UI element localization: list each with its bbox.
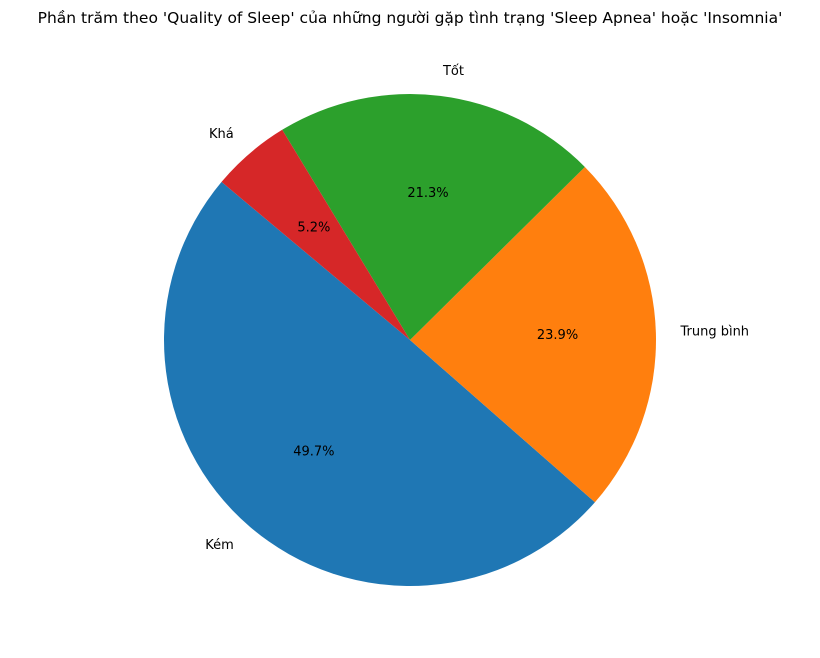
pie-slices xyxy=(164,94,656,586)
pie-slice-trung-binh xyxy=(410,166,656,503)
pie-labels: Kém 49.7% Trung bình 23.9% Tốt 21.3% Khá 5.2% xyxy=(205,64,749,553)
pie-slice-kha xyxy=(221,129,410,340)
percent-label-tot: 21.3% xyxy=(407,186,448,201)
pie-slice-tot xyxy=(282,94,585,340)
pie-slice-kem xyxy=(164,181,595,586)
category-label-kem: Kém xyxy=(205,538,234,553)
category-label-kha: Khá xyxy=(209,127,234,142)
percent-label-kem: 49.7% xyxy=(293,445,334,460)
percent-label-trung-binh: 23.9% xyxy=(537,328,578,343)
percent-label-kha: 5.2% xyxy=(297,221,330,236)
category-label-trung-binh: Trung bình xyxy=(679,324,749,339)
chart-title: Phần trăm theo 'Quality of Sleep' của nh… xyxy=(38,9,783,27)
category-label-tot: Tốt xyxy=(442,64,464,79)
